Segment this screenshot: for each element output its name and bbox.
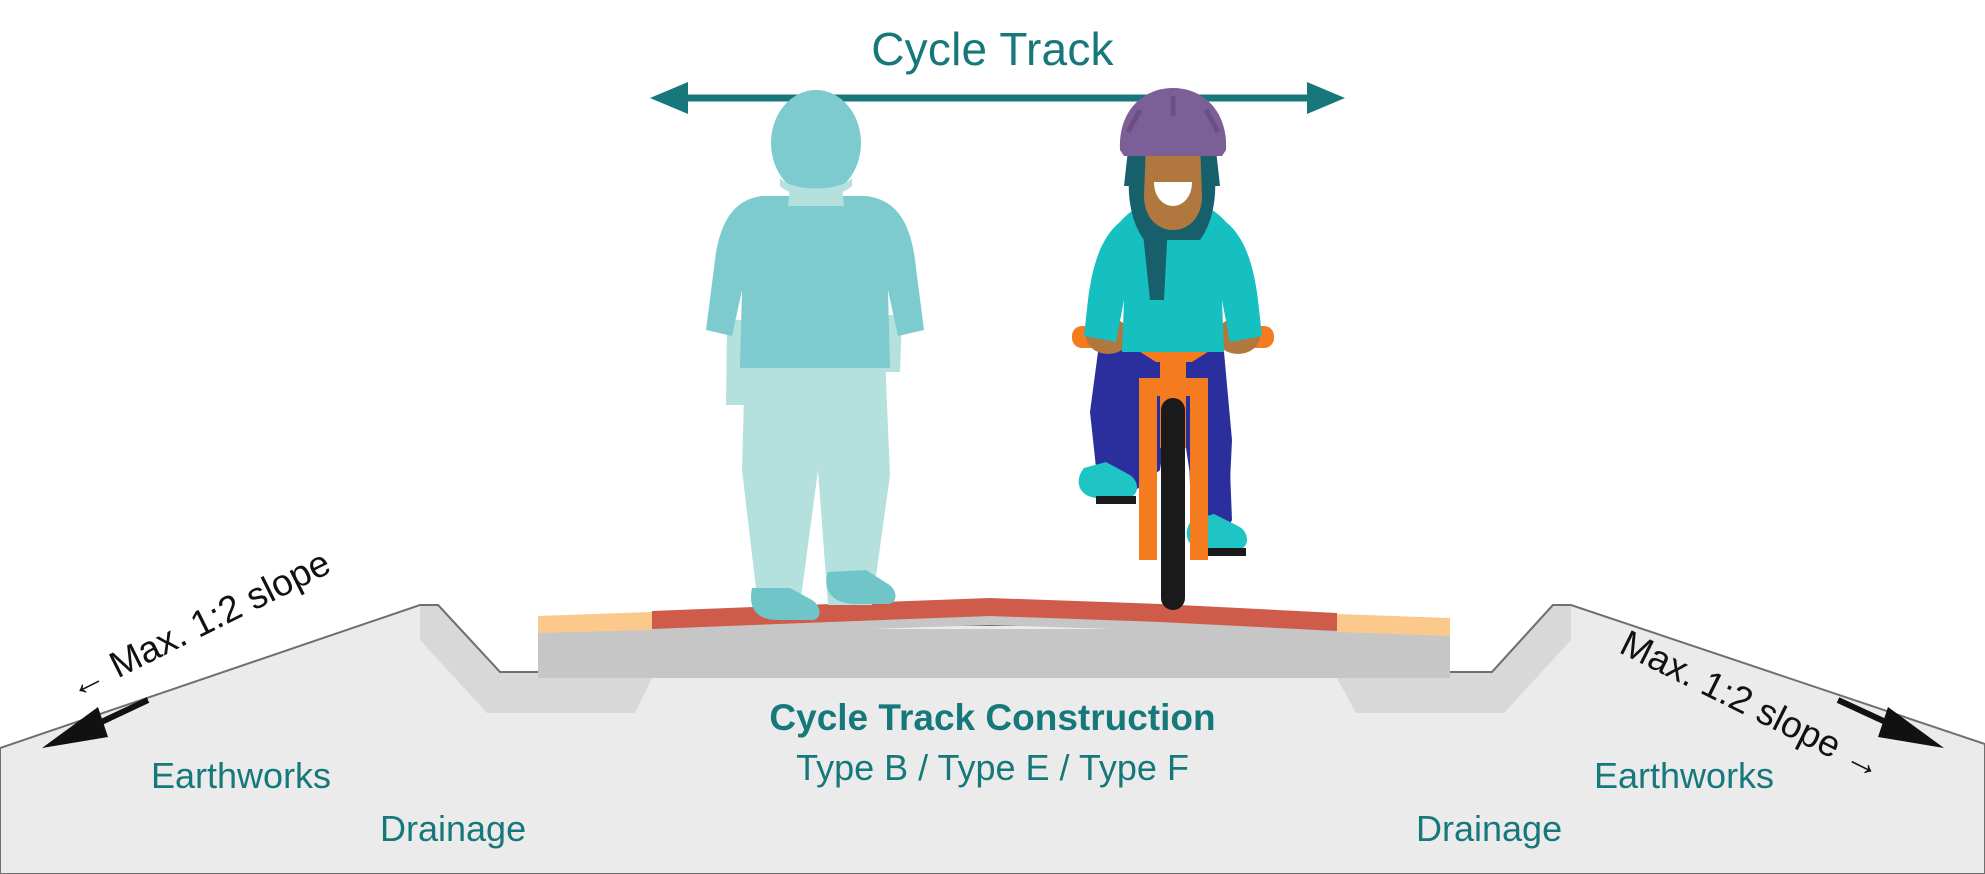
pedestrian-shoe-right bbox=[826, 570, 896, 604]
pedestrian-jacket bbox=[706, 196, 924, 368]
drainage-label-left: Drainage bbox=[380, 808, 527, 849]
pedestrian-hair-line bbox=[780, 178, 852, 197]
cyclist-hijab-tail bbox=[1142, 224, 1168, 300]
slope-arrow-left bbox=[42, 697, 150, 748]
cyclist-shoe-left bbox=[1078, 462, 1137, 498]
slope-arrowhead-right bbox=[1878, 707, 1944, 748]
dimension-extension-lines bbox=[648, 82, 1347, 600]
slope-arrow-right-shaft bbox=[1836, 697, 1892, 727]
cyclist-leg-left bbox=[1090, 352, 1142, 492]
construction-heading: Cycle Track Construction bbox=[769, 697, 1216, 738]
earthworks-label-left: Earthworks bbox=[151, 755, 332, 796]
slope-arrow-left-shaft bbox=[93, 697, 150, 728]
pedestrian-head bbox=[771, 90, 861, 196]
bicycle-fork-right bbox=[1190, 378, 1208, 560]
edge-strips bbox=[538, 612, 1450, 636]
cyclist-helmet bbox=[1119, 88, 1227, 156]
pedestrian-shoe-left bbox=[751, 588, 820, 620]
drainage-lining-left bbox=[420, 605, 652, 713]
pedestrian-figure bbox=[706, 90, 924, 620]
cyclist-figure bbox=[1072, 88, 1274, 610]
construction-types-label: Type B / Type E / Type F bbox=[796, 747, 1189, 788]
bicycle-front-wheel bbox=[1161, 398, 1185, 610]
cyclist-pedal-left bbox=[1096, 496, 1136, 504]
drainage-label-right: Drainage bbox=[1416, 808, 1563, 849]
dimension-arrowhead-left bbox=[650, 82, 688, 114]
cyclist-jacket bbox=[1084, 198, 1262, 352]
drainage-lining-right bbox=[1337, 605, 1571, 713]
dimension-arrowhead-right bbox=[1307, 82, 1345, 114]
edge-strip-right bbox=[1337, 614, 1450, 636]
bicycle-fork bbox=[1139, 378, 1157, 560]
slope-arrow-right bbox=[1836, 697, 1944, 748]
sub-base-path bbox=[538, 629, 1450, 678]
cyclist-pedal-right bbox=[1204, 548, 1246, 556]
cyclist-mouth bbox=[1154, 182, 1192, 206]
helmet-vent-left bbox=[1125, 108, 1143, 134]
bicycle-fork-crown bbox=[1139, 378, 1208, 396]
earthworks-label-right: Earthworks bbox=[1594, 755, 1775, 796]
edge-strip-left bbox=[538, 612, 652, 633]
drainage-leader-lines bbox=[418, 690, 1573, 845]
cycle-track-width-arrow bbox=[650, 82, 1345, 114]
pedestrian-trousers bbox=[742, 358, 890, 605]
page-title: Cycle Track bbox=[871, 23, 1114, 75]
slope-arrowhead-left bbox=[42, 707, 108, 748]
helmet-vent-right bbox=[1203, 108, 1221, 134]
